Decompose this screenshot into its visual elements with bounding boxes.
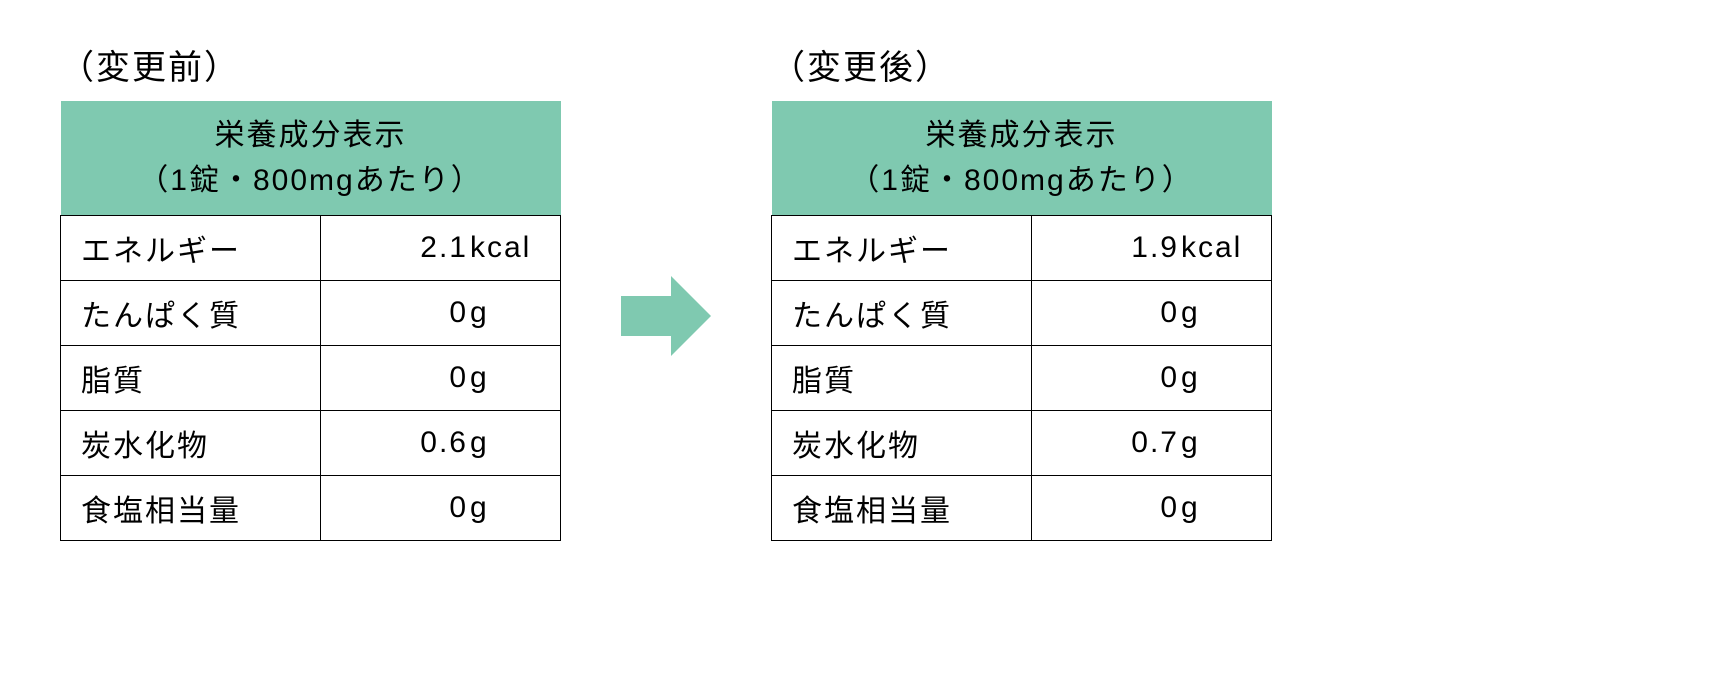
- table-row: 脂質 0g: [61, 346, 561, 411]
- nutrient-label: 炭水化物: [772, 411, 1032, 476]
- nutrient-value: 0g: [1032, 346, 1272, 411]
- nutrient-label: エネルギー: [61, 216, 321, 281]
- nutrient-label: 食塩相当量: [61, 476, 321, 541]
- nutrient-value: 0g: [321, 346, 561, 411]
- nutrient-label: 炭水化物: [61, 411, 321, 476]
- table-row: エネルギー 2.1kcal: [61, 216, 561, 281]
- table-row: 炭水化物 0.7g: [772, 411, 1272, 476]
- arrow-container: [621, 226, 711, 356]
- nutrient-value: 0g: [321, 281, 561, 346]
- table-row: 脂質 0g: [772, 346, 1272, 411]
- before-header-line2: （1錠・800mgあたり）: [138, 164, 482, 197]
- nutrient-value: 0.7g: [1032, 411, 1272, 476]
- table-row: エネルギー 1.9kcal: [772, 216, 1272, 281]
- nutrient-label: エネルギー: [772, 216, 1032, 281]
- before-panel: （変更前） 栄養成分表示 （1錠・800mgあたり） エネルギー 2.1kcal…: [60, 40, 561, 541]
- before-table: 栄養成分表示 （1錠・800mgあたり） エネルギー 2.1kcal たんぱく質…: [60, 101, 561, 541]
- table-row: 食塩相当量 0g: [61, 476, 561, 541]
- before-table-header: 栄養成分表示 （1錠・800mgあたり）: [61, 101, 561, 216]
- after-panel: （変更後） 栄養成分表示 （1錠・800mgあたり） エネルギー 1.9kcal…: [771, 40, 1272, 541]
- nutrient-value: 0g: [1032, 476, 1272, 541]
- nutrient-value: 0g: [321, 476, 561, 541]
- nutrient-label: 脂質: [61, 346, 321, 411]
- table-row: たんぱく質 0g: [772, 281, 1272, 346]
- nutrient-label: たんぱく質: [61, 281, 321, 346]
- nutrient-label: 食塩相当量: [772, 476, 1032, 541]
- after-title: （変更後）: [771, 40, 1272, 89]
- after-header-line1: 栄養成分表示: [926, 119, 1118, 152]
- nutrient-value: 0g: [1032, 281, 1272, 346]
- nutrient-value: 1.9kcal: [1032, 216, 1272, 281]
- before-header-line1: 栄養成分表示: [215, 119, 407, 152]
- table-row: たんぱく質 0g: [61, 281, 561, 346]
- after-table: 栄養成分表示 （1錠・800mgあたり） エネルギー 1.9kcal たんぱく質…: [771, 101, 1272, 541]
- table-row: 食塩相当量 0g: [772, 476, 1272, 541]
- nutrient-label: 脂質: [772, 346, 1032, 411]
- nutrient-label: たんぱく質: [772, 281, 1032, 346]
- arrow-right-icon: [621, 276, 711, 356]
- nutrient-value: 2.1kcal: [321, 216, 561, 281]
- before-title: （変更前）: [60, 40, 561, 89]
- nutrient-value: 0.6g: [321, 411, 561, 476]
- after-header-line2: （1錠・800mgあたり）: [849, 164, 1193, 197]
- after-table-header: 栄養成分表示 （1錠・800mgあたり）: [772, 101, 1272, 216]
- table-row: 炭水化物 0.6g: [61, 411, 561, 476]
